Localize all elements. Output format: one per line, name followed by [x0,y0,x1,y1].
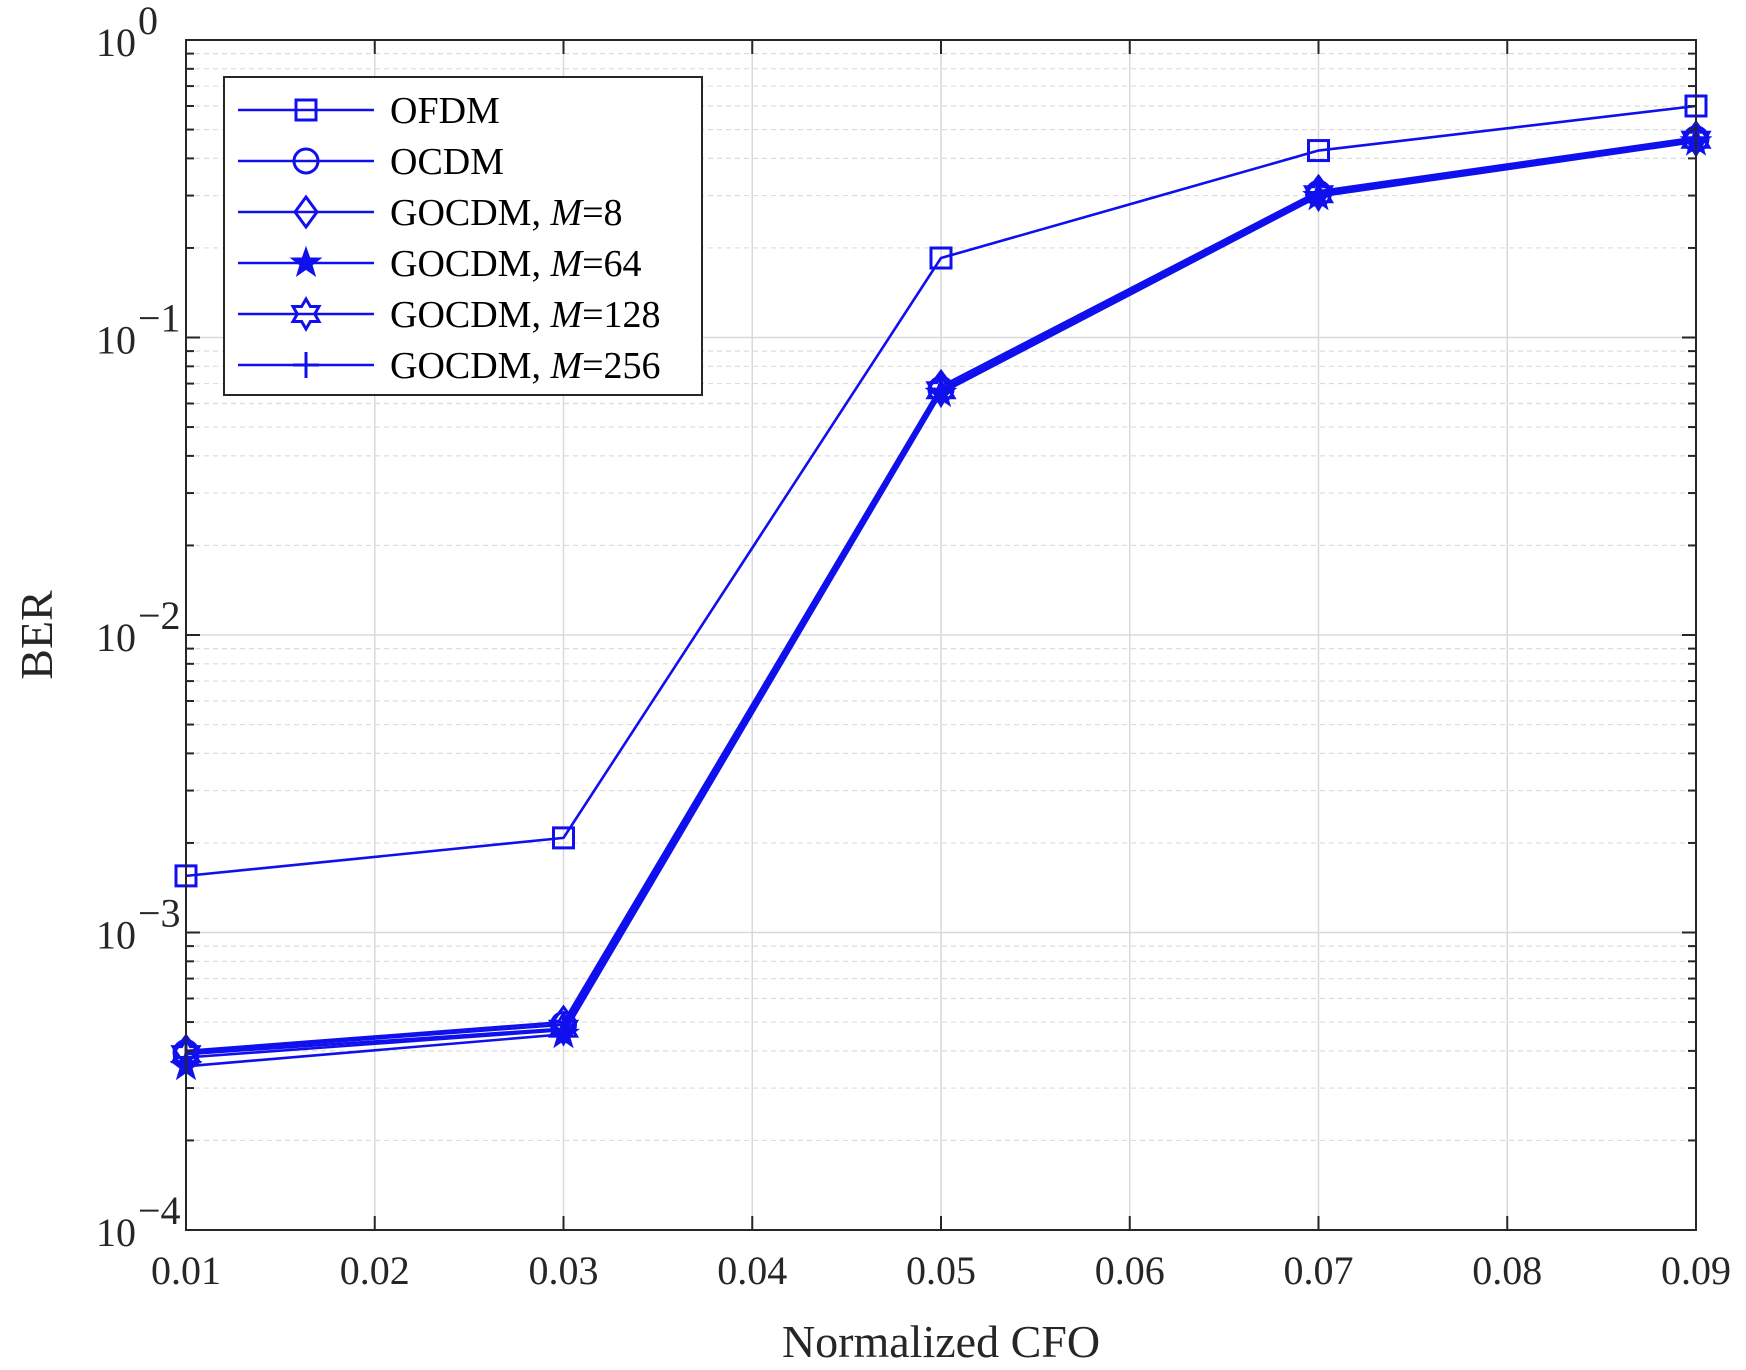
legend-label: GOCDM, M=64 [390,243,642,285]
series-5-point [547,1010,580,1047]
series-6-point [550,1017,577,1044]
legend-label: GOCDM, M=8 [390,192,623,234]
legend-label: OCDM [390,141,504,183]
y-tick-label-exponent: −2 [138,593,181,638]
y-tick-label: 10 [96,1210,136,1255]
grid [186,40,1696,1230]
series-line-1 [185,104,1697,878]
legend-item-2: OCDM [238,141,504,183]
y-tick-label-exponent: −1 [138,296,181,341]
legend-label: OFDM [390,90,500,132]
x-tick-label: 0.04 [717,1248,787,1293]
legend: OFDM OCDM GOCDM, M=8 GOCDM, M=64 GOCDM, M=12… [223,76,703,396]
legend-marker [293,194,319,230]
tick-marks [185,39,1697,1231]
x-tick-labels: 0.01 0.02 0.03 0.04 0.05 0.06 0.07 0.08 0.09 [151,1248,1731,1293]
legend-item-5: GOCDM, M=128 [238,294,661,336]
y-axis-title: BER [11,590,62,680]
x-tick-label: 0.01 [151,1248,221,1293]
series-5-point [1302,176,1335,213]
series-5-point [925,372,957,409]
legend-label: GOCDM, M=128 [390,294,661,336]
x-tick-label: 0.05 [906,1248,976,1293]
y-tick-label-exponent: −4 [138,1188,181,1233]
y-tick-label-exponent: −3 [138,891,181,936]
legend-marker [293,352,319,378]
y-tick-label-exponent: 0 [138,0,158,43]
legend-marker [289,245,323,277]
legend-marker [294,98,318,122]
legend-box [223,76,703,396]
y-tick-label: 10 [96,20,136,65]
x-tick-label: 0.03 [529,1248,599,1293]
series-1-point [929,246,953,270]
series-1-point [1307,139,1330,163]
x-tick-label: 0.02 [340,1248,410,1293]
series-6-point [928,378,954,405]
x-axis-title: Normalized CFO [782,1316,1100,1367]
legend-item-3: GOCDM, M=8 [238,192,623,234]
legend-item-4: GOCDM, M=64 [238,243,642,285]
x-tick-label: 0.07 [1284,1248,1354,1293]
x-tick-label: 0.06 [1095,1248,1165,1293]
legend-item-1: OFDM [238,90,500,132]
x-tick-label: 0.09 [1661,1248,1731,1293]
y-tick-label: 10 [96,615,136,660]
series-6-point [1305,181,1332,208]
legend-label: GOCDM, M=256 [390,345,661,387]
legend-marker [290,296,322,332]
legend-item-6: GOCDM, M=256 [238,345,661,387]
x-tick-label: 0.08 [1472,1248,1542,1293]
legend-marker [292,147,320,175]
y-tick-label: 10 [96,913,136,958]
y-tick-label: 10 [96,318,136,363]
series-1-point [552,826,575,850]
